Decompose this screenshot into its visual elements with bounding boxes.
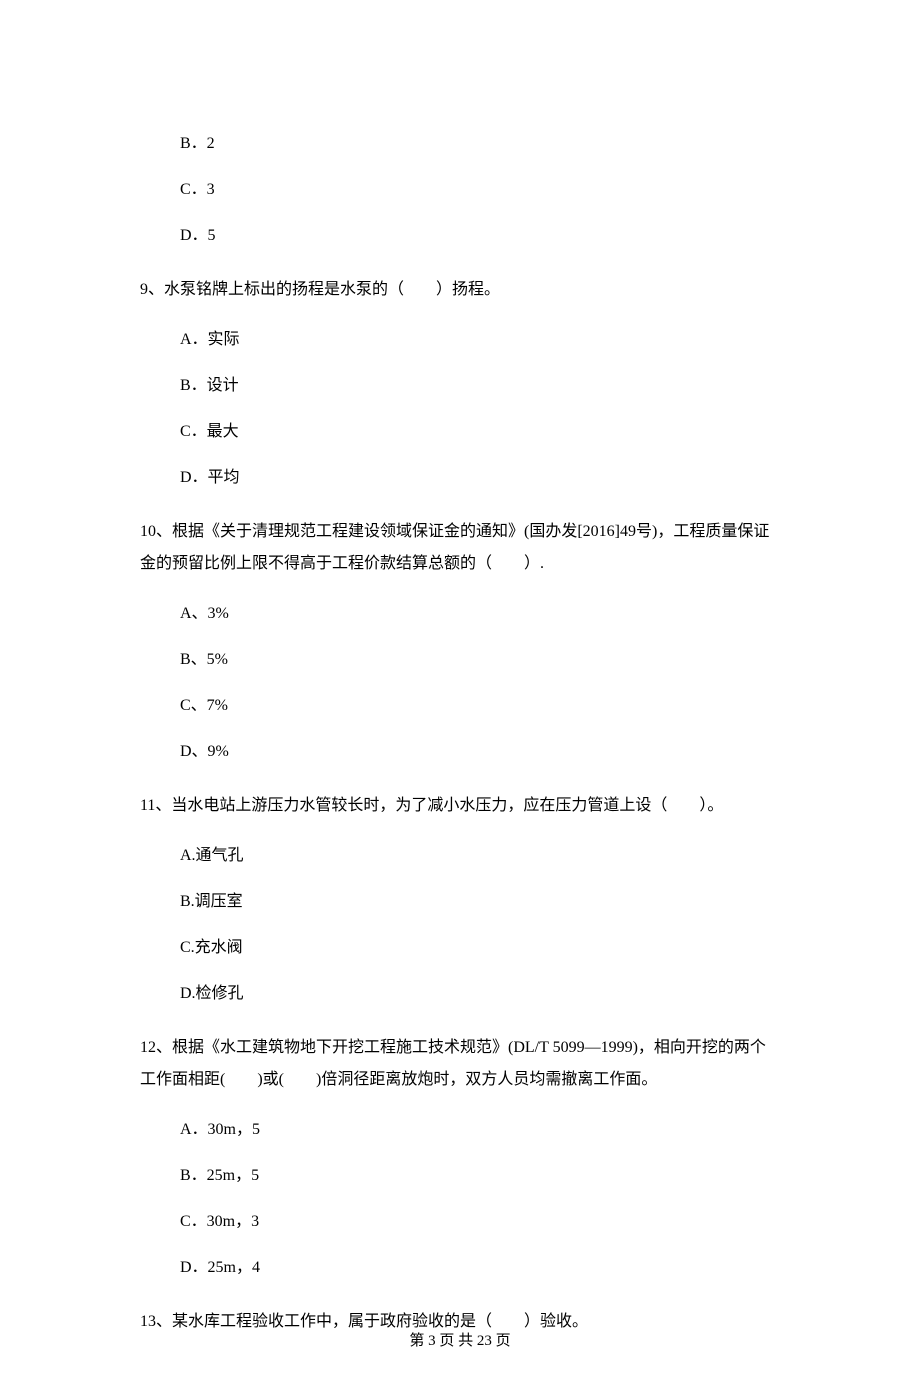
q9-option-c: C．最大: [180, 420, 780, 444]
question-10: 10、根据《关于清理规范工程建设领域保证金的通知》(国办发[2016]49号)，…: [140, 516, 780, 580]
document-page: B．2 C．3 D．5 9、水泵铭牌上标出的扬程是水泵的（ ）扬程。 A．实际 …: [0, 0, 920, 1388]
q10-option-a: A、3%: [180, 602, 780, 626]
question-11: 11、当水电站上游压力水管较长时，为了减小水压力，应在压力管道上设（ ）。: [140, 790, 780, 822]
q9-option-b: B．设计: [180, 374, 780, 398]
q10-option-b: B、5%: [180, 648, 780, 672]
q11-option-a: A.通气孔: [180, 844, 780, 868]
q10-option-d: D、9%: [180, 740, 780, 764]
q11-option-d: D.检修孔: [180, 982, 780, 1006]
q12-option-b: B．25m，5: [180, 1164, 780, 1188]
q9-option-d: D．平均: [180, 466, 780, 490]
q9-option-a: A．实际: [180, 328, 780, 352]
q11-option-b: B.调压室: [180, 890, 780, 914]
page-footer: 第 3 页 共 23 页: [0, 1330, 920, 1353]
q12-option-a: A．30m，5: [180, 1118, 780, 1142]
option-c: C．3: [180, 178, 780, 202]
q12-option-c: C．30m，3: [180, 1210, 780, 1234]
question-12: 12、根据《水工建筑物地下开挖工程施工技术规范》(DL/T 5099—1999)…: [140, 1032, 780, 1096]
option-b: B．2: [180, 132, 780, 156]
q12-option-d: D．25m，4: [180, 1256, 780, 1280]
q11-option-c: C.充水阀: [180, 936, 780, 960]
option-d: D．5: [180, 224, 780, 248]
question-9: 9、水泵铭牌上标出的扬程是水泵的（ ）扬程。: [140, 274, 780, 306]
q10-option-c: C、7%: [180, 694, 780, 718]
